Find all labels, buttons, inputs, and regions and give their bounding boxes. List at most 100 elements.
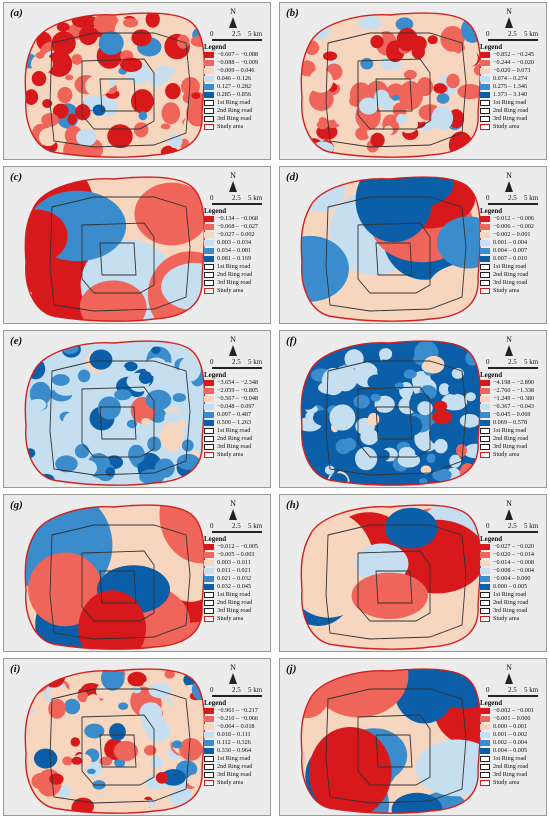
map-region bbox=[181, 439, 194, 452]
map-region bbox=[436, 93, 450, 104]
legend-item: 3rd Ring road bbox=[480, 279, 546, 287]
map-region bbox=[31, 773, 49, 790]
legend-title: Legend bbox=[480, 207, 503, 215]
ring-road-2 bbox=[81, 714, 155, 786]
legend: Legend −0.961 – −0.217 −0.210 – −0.066 −0.0… bbox=[204, 699, 270, 787]
legend-item: −3.654 – −2.348 bbox=[204, 379, 270, 387]
map-region bbox=[113, 740, 139, 762]
legend: Legend −0.852 – −0.245 −0.244 – −0.020 −0.0… bbox=[480, 43, 546, 131]
map-region bbox=[192, 474, 205, 485]
legend-item: −0.088 – −0.009 bbox=[204, 59, 270, 67]
map-region bbox=[332, 100, 356, 126]
ring-road-3 bbox=[325, 360, 467, 476]
legend-item: −2.760 – −1.338 bbox=[480, 387, 546, 395]
legend-item: 0.000 – 0.001 bbox=[480, 723, 546, 731]
legend-item: −0.012 – −0.005 bbox=[204, 543, 270, 551]
legend-item: Study area bbox=[480, 123, 546, 131]
map-panel: (d) N 0 2.5 5 km Legend −0.012 – −0.006 −0.006 … bbox=[279, 166, 547, 324]
map-region bbox=[131, 29, 152, 47]
legend-item: 0.011 – 0.021 bbox=[204, 567, 270, 575]
north-arrow-icon: N bbox=[502, 499, 516, 520]
legend-item: −0.852 – −0.245 bbox=[480, 51, 546, 59]
legend-item: −0.048 – 0.097 bbox=[204, 403, 270, 411]
map-canvas bbox=[24, 12, 206, 158]
ring-road-3 bbox=[49, 524, 191, 640]
legend-item: Study area bbox=[204, 615, 270, 623]
map-region bbox=[98, 31, 124, 55]
map-region bbox=[433, 83, 447, 94]
map-region bbox=[25, 341, 44, 362]
map-region bbox=[383, 125, 393, 136]
legend-item: 0.003 – 0.034 bbox=[204, 239, 270, 247]
map-region bbox=[165, 83, 181, 100]
map-region bbox=[411, 44, 426, 60]
map-region bbox=[86, 694, 101, 711]
ring-road-3 bbox=[325, 196, 467, 312]
legend-item: −0.064 – 0.018 bbox=[204, 723, 270, 731]
map-region bbox=[169, 789, 193, 807]
map-region bbox=[71, 800, 88, 814]
map-region bbox=[118, 702, 129, 710]
map-region bbox=[133, 122, 149, 138]
legend-item: Study area bbox=[480, 287, 546, 295]
legend-item: −0.014 – −0.008 bbox=[480, 559, 546, 567]
legend-item: 2nd Ring road bbox=[204, 763, 270, 771]
study-area-boundary bbox=[300, 668, 482, 814]
map-region bbox=[417, 401, 433, 416]
legend-item: 2nd Ring road bbox=[204, 107, 270, 115]
map-region bbox=[76, 128, 97, 147]
map-region bbox=[301, 60, 316, 77]
panel-label: (j) bbox=[286, 663, 297, 675]
map-canvas bbox=[24, 340, 206, 486]
map-panel: (h) N 0 2.5 5 km Legend −0.027 – −0.020 −0.020 … bbox=[279, 494, 547, 652]
map-panel: (j) N 0 2.5 5 km Legend −0.002 – −0.001 −0.001 … bbox=[279, 658, 547, 816]
map-region bbox=[308, 52, 324, 65]
map-region bbox=[71, 54, 83, 65]
legend-item: 0.032 – 0.045 bbox=[204, 583, 270, 591]
map-region bbox=[351, 572, 428, 619]
map-region bbox=[123, 18, 139, 28]
map-region bbox=[77, 369, 91, 383]
ring-road-3 bbox=[49, 688, 191, 804]
legend-item: 0.002 – 0.004 bbox=[480, 739, 546, 747]
legend-item: 3rd Ring road bbox=[204, 771, 270, 779]
north-arrow-icon: N bbox=[502, 335, 516, 356]
legend-item: 0.112 – 0.326 bbox=[204, 739, 270, 747]
map-region bbox=[127, 671, 147, 687]
legend-item: −0.045 – 0.069 bbox=[480, 411, 546, 419]
study-area-boundary bbox=[300, 340, 482, 486]
map-region bbox=[63, 411, 83, 432]
map-region bbox=[126, 419, 138, 429]
map-region bbox=[432, 409, 453, 425]
map-panel: (a) N 0 2.5 5 km Legend −0.607 – −0.088 −0.088 … bbox=[3, 2, 271, 160]
map-region bbox=[308, 69, 333, 93]
map-region bbox=[448, 131, 473, 158]
north-arrow-icon: N bbox=[226, 7, 240, 28]
legend-item: 0.004 – 0.005 bbox=[480, 747, 546, 755]
map-region bbox=[141, 418, 151, 425]
study-area-boundary bbox=[300, 12, 482, 158]
scale-bar: 0 2.5 5 km bbox=[210, 194, 266, 205]
map-region bbox=[109, 723, 126, 741]
map-region bbox=[438, 383, 450, 396]
legend-item: −0.004 – 0.000 bbox=[480, 575, 546, 583]
map-region bbox=[114, 389, 132, 401]
ring-road-1 bbox=[99, 242, 137, 276]
map-region bbox=[77, 459, 98, 477]
study-area-boundary bbox=[24, 12, 206, 158]
legend-item: 3rd Ring road bbox=[204, 279, 270, 287]
map-region bbox=[31, 71, 47, 87]
map-region bbox=[403, 369, 417, 379]
map-canvas bbox=[300, 340, 482, 486]
map-panel: (c) N 0 2.5 5 km Legend −0.134 – −0.068 −0.068 … bbox=[3, 166, 271, 324]
legend-item: 3rd Ring road bbox=[480, 115, 546, 123]
map-region bbox=[97, 396, 121, 420]
north-arrow-icon: N bbox=[502, 663, 516, 684]
map-region bbox=[316, 117, 329, 130]
map-region bbox=[440, 52, 461, 75]
legend-item: 0.000 – 0.005 bbox=[480, 583, 546, 591]
map-region bbox=[25, 669, 50, 693]
map-region bbox=[46, 50, 73, 77]
map-region bbox=[25, 209, 68, 263]
map-region bbox=[379, 348, 393, 360]
